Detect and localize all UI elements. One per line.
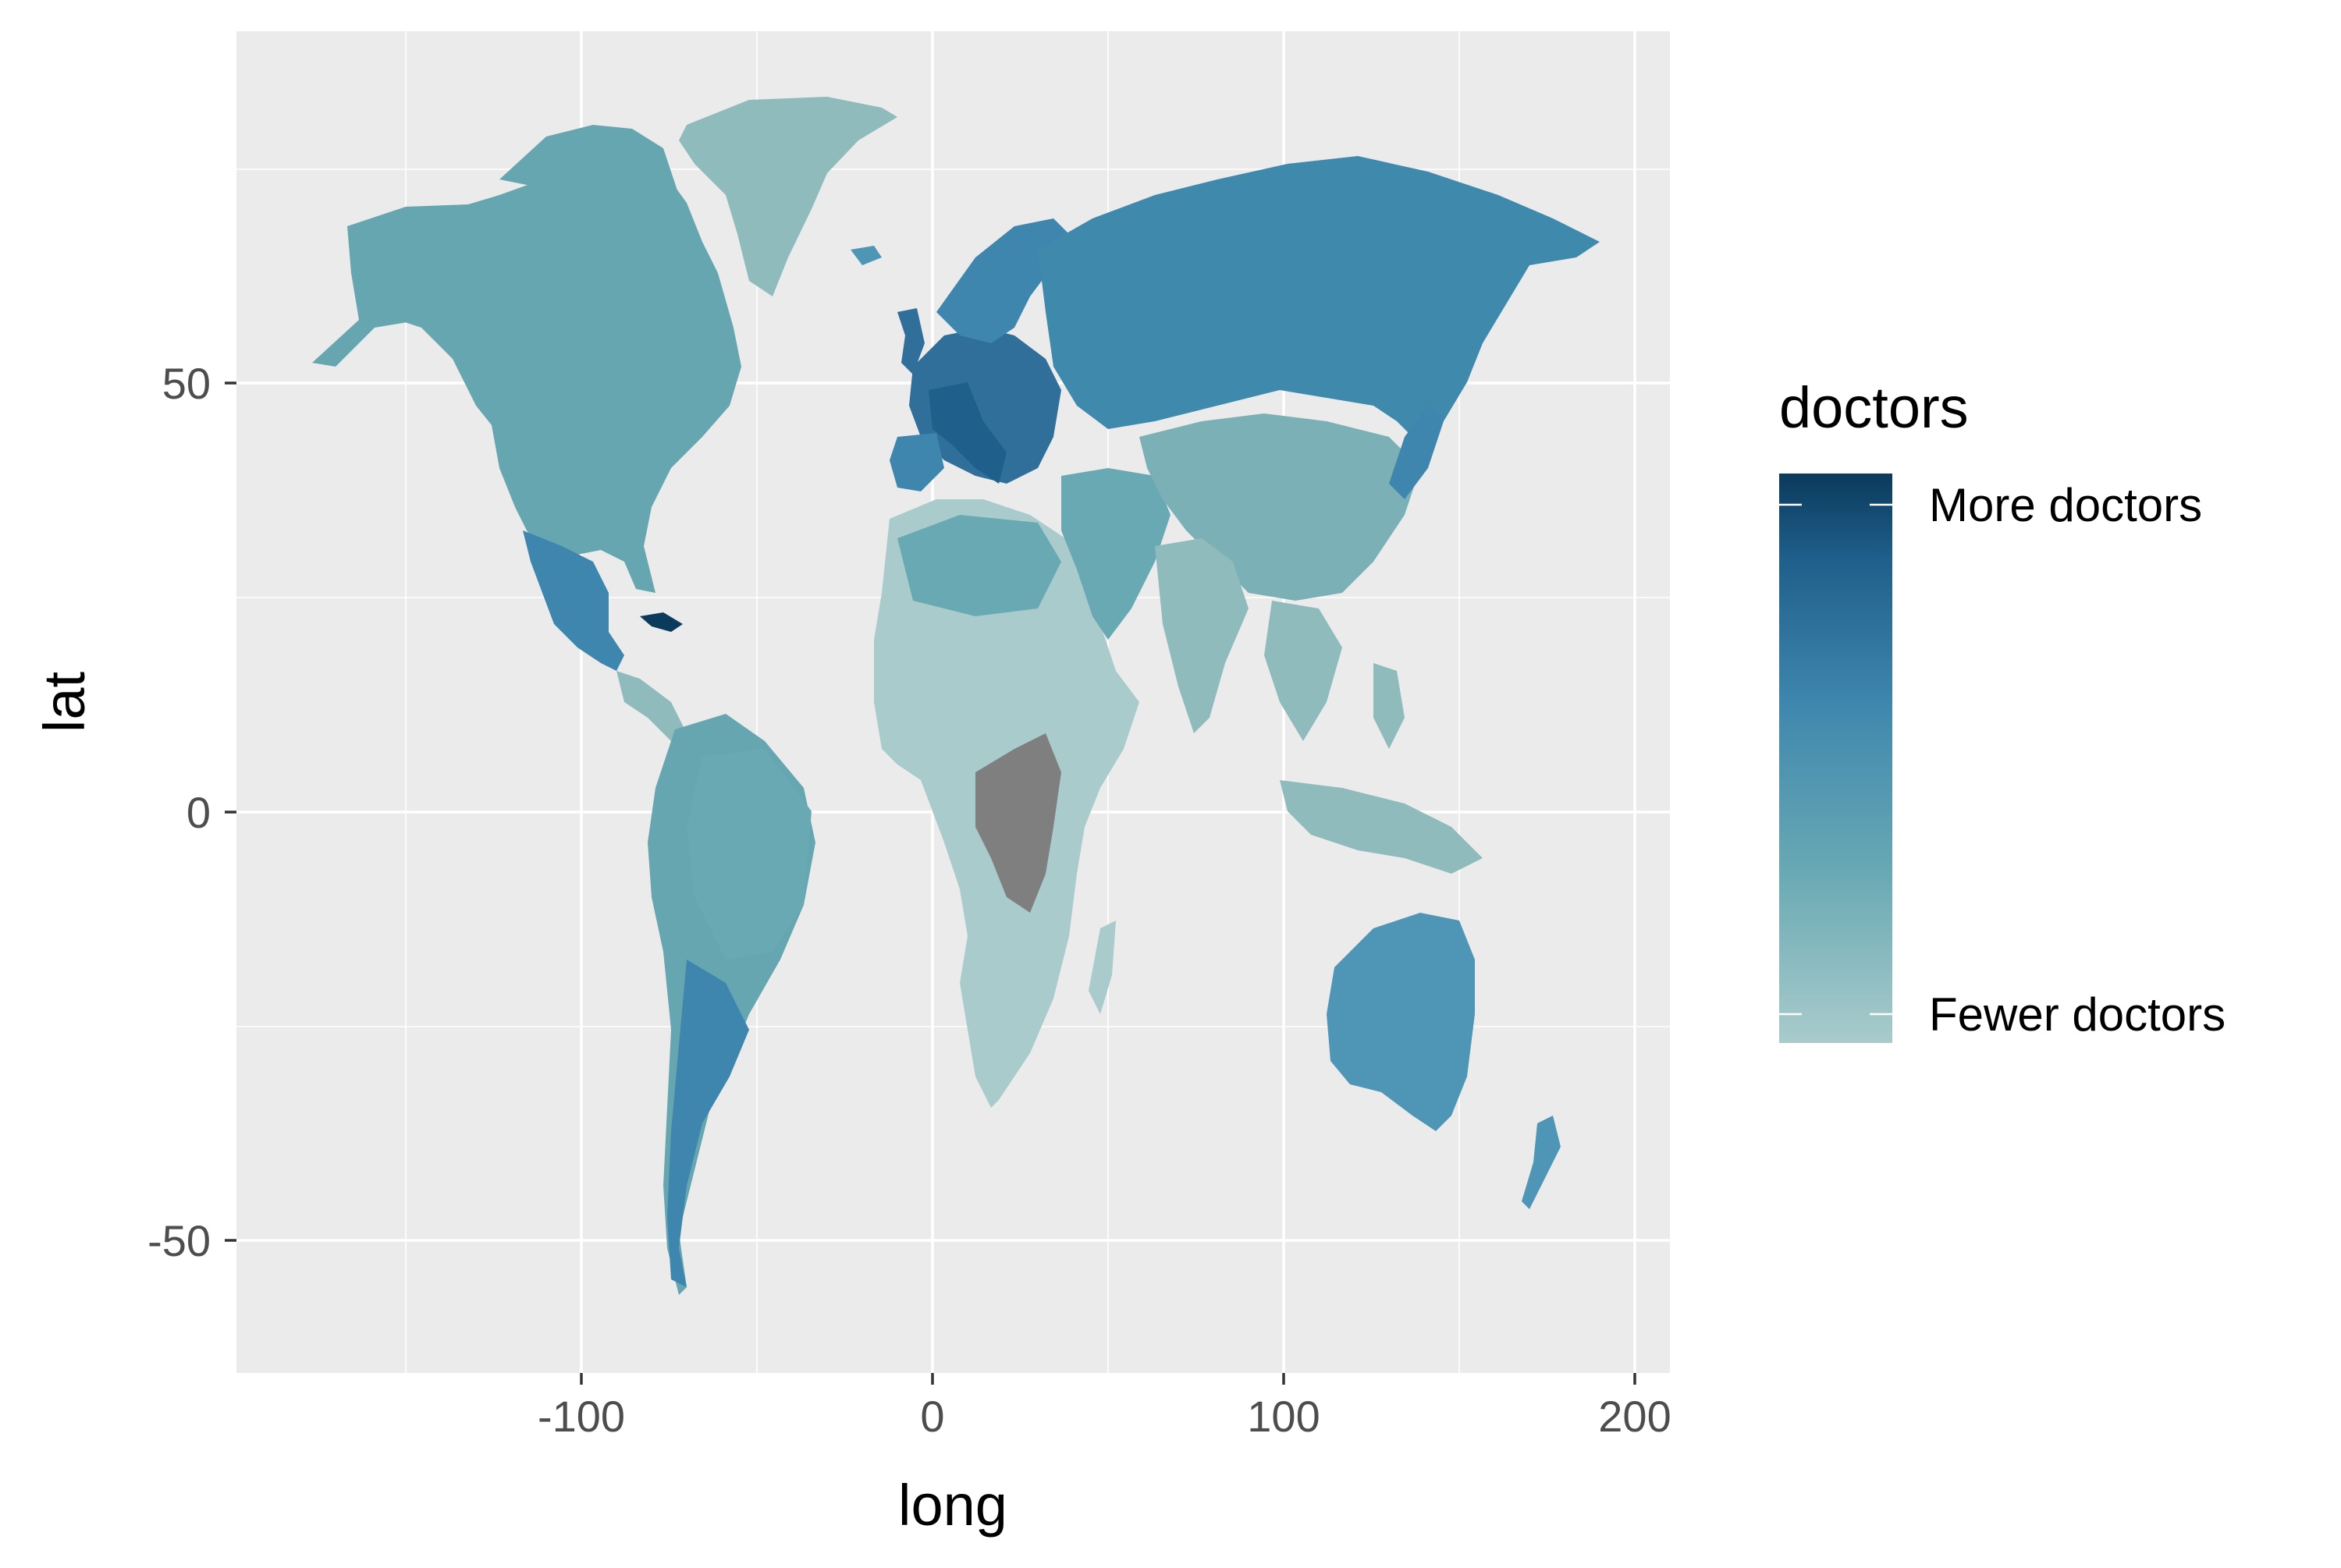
- region-brazil: [687, 749, 812, 960]
- region-cuba: [640, 612, 683, 632]
- region-madagascar: [1089, 921, 1116, 1014]
- map-land: [312, 97, 1600, 1295]
- region-middle-east: [1061, 468, 1170, 640]
- x-tick-label: 0: [920, 1392, 944, 1441]
- region-greenland: [679, 97, 897, 296]
- region-india: [1155, 538, 1249, 733]
- region-arctic-islands: [499, 125, 679, 195]
- x-axis-title: long: [898, 1473, 1007, 1538]
- x-tick-label: 100: [1247, 1392, 1320, 1441]
- region-new-zealand: [1522, 1116, 1561, 1209]
- legend-colorbar: [1779, 474, 1892, 1043]
- legend-label-fewer: Fewer doctors: [1929, 988, 2226, 1041]
- region-japan: [1389, 406, 1444, 499]
- region-russia: [1038, 156, 1600, 445]
- region-mexico: [523, 530, 624, 671]
- region-france-italy: [929, 382, 1007, 484]
- axis-ticks: [225, 381, 1636, 1385]
- region-australia: [1327, 913, 1475, 1131]
- region-north-africa: [897, 515, 1061, 616]
- legend: doctors More doctors Fewer doctors: [1779, 375, 2226, 1043]
- region-argentina-chile: [667, 960, 749, 1287]
- region-iceland: [851, 246, 882, 265]
- region-indonesia: [1280, 780, 1483, 874]
- x-tick-label: -100: [538, 1392, 625, 1441]
- region-alaska: [312, 215, 468, 367]
- region-southeast-asia: [1264, 601, 1342, 741]
- x-tick-label: 200: [1598, 1392, 1671, 1441]
- legend-title: doctors: [1779, 375, 1969, 440]
- region-congo-missing: [975, 733, 1061, 913]
- legend-label-more: More doctors: [1929, 479, 2202, 531]
- region-uk: [897, 308, 925, 374]
- y-tick-label: 0: [186, 788, 211, 837]
- legend-ticks: [1779, 503, 1892, 1016]
- y-tick-label: 50: [162, 359, 211, 408]
- region-philippines: [1373, 663, 1405, 749]
- y-axis-title: lat: [32, 671, 97, 733]
- region-europe: [909, 328, 1061, 484]
- y-tick-label: -50: [147, 1216, 211, 1265]
- region-iberia: [890, 433, 944, 491]
- region-central-america: [616, 671, 687, 741]
